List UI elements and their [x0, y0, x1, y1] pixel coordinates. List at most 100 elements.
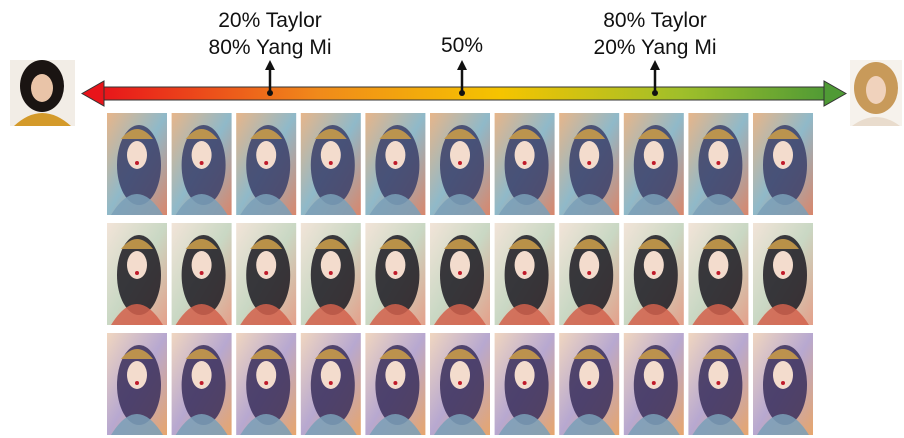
- lips: [135, 381, 139, 385]
- headdress: [637, 129, 670, 139]
- face: [514, 141, 535, 169]
- annotation-label: 80% Yang Mi: [209, 36, 332, 59]
- generated-image: [494, 223, 555, 325]
- lips: [199, 271, 204, 275]
- garment: [692, 304, 745, 325]
- generated-image: [688, 223, 749, 325]
- garment: [627, 194, 680, 215]
- face: [643, 251, 664, 279]
- generated-image: [171, 333, 232, 435]
- headdress: [314, 239, 347, 249]
- lips: [716, 381, 721, 385]
- garment: [240, 304, 293, 325]
- headdress: [444, 239, 476, 249]
- garment: [627, 304, 680, 325]
- lips: [199, 381, 204, 385]
- generated-image: [107, 113, 167, 215]
- generated-image: [300, 223, 361, 325]
- face: [579, 251, 600, 279]
- headdress: [508, 129, 541, 139]
- face: [256, 251, 277, 279]
- headdress: [637, 349, 670, 359]
- generated-image: [171, 113, 232, 215]
- headdress: [767, 349, 799, 359]
- generated-image: [430, 333, 490, 435]
- annotation-label: 20% Taylor: [218, 9, 322, 32]
- lips: [781, 381, 785, 385]
- garment: [563, 414, 616, 435]
- face: [320, 251, 341, 279]
- generated-image: [107, 333, 167, 435]
- marker-dot: [459, 90, 465, 96]
- lips: [587, 381, 592, 385]
- lips: [328, 271, 333, 275]
- face: [191, 251, 212, 279]
- garment: [434, 414, 486, 435]
- image-grid: [107, 113, 813, 435]
- face: [450, 141, 470, 169]
- garment: [757, 194, 809, 215]
- marker-head: [457, 60, 467, 70]
- headdress: [314, 129, 347, 139]
- lips: [651, 271, 656, 275]
- garment: [304, 414, 357, 435]
- lips: [587, 161, 592, 165]
- face: [256, 141, 277, 169]
- headdress: [250, 349, 283, 359]
- headdress: [508, 349, 541, 359]
- face: [256, 361, 277, 389]
- generated-image: [559, 333, 620, 435]
- headdress: [573, 129, 606, 139]
- generated-image: [300, 113, 361, 215]
- generated-image: [430, 223, 490, 325]
- headdress: [444, 129, 476, 139]
- generated-image: [623, 223, 684, 325]
- lips: [651, 161, 656, 165]
- face: [708, 251, 729, 279]
- garment: [563, 194, 616, 215]
- face: [708, 141, 729, 169]
- face: [514, 251, 535, 279]
- garment: [369, 414, 422, 435]
- lips: [264, 161, 269, 165]
- garment: [111, 194, 163, 215]
- headdress: [637, 239, 670, 249]
- face: [385, 141, 406, 169]
- blend-markers: 20% Taylor 80% Yang Mi 50% 80% Taylor 20% Ya…: [209, 9, 717, 96]
- generated-image: [365, 113, 426, 215]
- garment: [563, 304, 616, 325]
- marker-dot: [652, 90, 658, 96]
- generated-image: [623, 333, 684, 435]
- headdress: [767, 129, 799, 139]
- headdress: [379, 349, 412, 359]
- generated-image: [753, 113, 813, 215]
- lips: [328, 161, 333, 165]
- face: [708, 361, 729, 389]
- garment: [240, 194, 293, 215]
- annotation-label: 20% Yang Mi: [594, 36, 717, 59]
- generated-image: [688, 333, 749, 435]
- generated-image: [365, 223, 426, 325]
- headdress: [702, 129, 735, 139]
- face: [191, 361, 212, 389]
- headdress: [121, 349, 153, 359]
- generated-image: [753, 223, 813, 325]
- face: [579, 361, 600, 389]
- generated-image: [300, 333, 361, 435]
- headdress: [379, 129, 412, 139]
- generated-image: [559, 113, 620, 215]
- headdress: [702, 349, 735, 359]
- generated-image: [753, 333, 813, 435]
- headdress: [379, 239, 412, 249]
- lips: [458, 271, 462, 275]
- lips: [135, 271, 139, 275]
- face: [191, 141, 212, 169]
- headdress: [121, 239, 153, 249]
- face: [127, 141, 147, 169]
- face: [320, 141, 341, 169]
- face: [773, 361, 793, 389]
- garment: [498, 194, 551, 215]
- garment: [434, 304, 486, 325]
